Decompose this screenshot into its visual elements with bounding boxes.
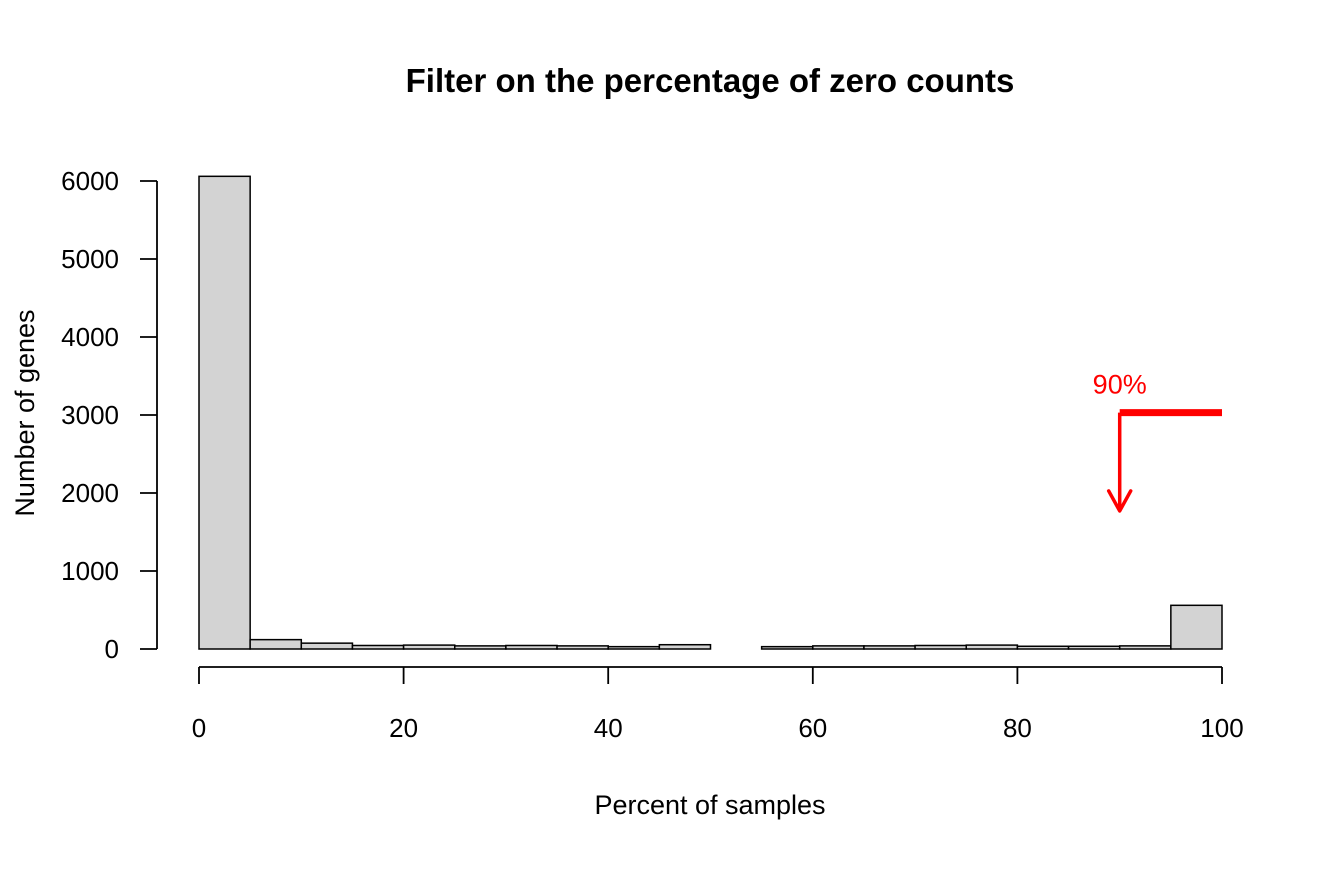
x-tick-label-4: 80 (1003, 713, 1032, 743)
histogram-bar-17 (1067, 645, 1121, 650)
histogram-bars (198, 175, 1223, 650)
histogram-bar-19 (1170, 604, 1223, 650)
threshold-arrow-head (1106, 489, 1133, 513)
y-axis: 0 1000 2000 3000 4000 5000 6000 (61, 166, 158, 664)
histogram-bar-1 (249, 638, 303, 650)
histogram-bar-5 (454, 645, 507, 650)
histogram-bar-14 (914, 644, 967, 650)
threshold-annotation: 90% (1093, 370, 1222, 513)
histogram-bar-18 (1118, 645, 1172, 650)
x-tick-label-2: 40 (594, 713, 623, 743)
y-tick-label-2: 2000 (61, 478, 119, 508)
histogram-bar-9 (658, 643, 712, 650)
histogram-bar-13 (863, 645, 916, 650)
histogram-bar-4 (402, 644, 456, 650)
y-tick-label-5: 5000 (61, 244, 119, 274)
histogram-bar-8 (607, 645, 661, 650)
x-tick-label-0: 0 (192, 713, 206, 743)
chart-title: Filter on the percentage of zero counts (406, 62, 1015, 99)
histogram-bar-7 (556, 645, 609, 650)
y-axis-label: Number of genes (10, 309, 40, 516)
x-tick-label-5: 100 (1200, 713, 1243, 743)
y-tick-label-3: 3000 (61, 400, 119, 430)
threshold-label: 90% (1093, 370, 1147, 400)
histogram-bar-16 (1016, 645, 1070, 650)
histogram-bar-0 (198, 175, 251, 650)
histogram-bar-2 (300, 642, 354, 650)
y-tick-label-0: 0 (105, 634, 119, 664)
x-axis-label: Percent of samples (594, 790, 825, 820)
histogram-bar-11 (760, 645, 814, 650)
x-tick-label-3: 60 (798, 713, 827, 743)
y-tick-label-4: 4000 (61, 322, 119, 352)
y-tick-label-6: 6000 (61, 166, 119, 196)
histogram-bar-15 (965, 644, 1019, 650)
histogram-bar-12 (812, 645, 865, 650)
histogram-bar-6 (505, 644, 558, 650)
x-axis: 0 20 40 60 80 100 (192, 666, 1244, 743)
histogram-bar-3 (351, 644, 405, 650)
y-tick-label-1: 1000 (61, 556, 119, 586)
x-tick-label-1: 20 (389, 713, 418, 743)
